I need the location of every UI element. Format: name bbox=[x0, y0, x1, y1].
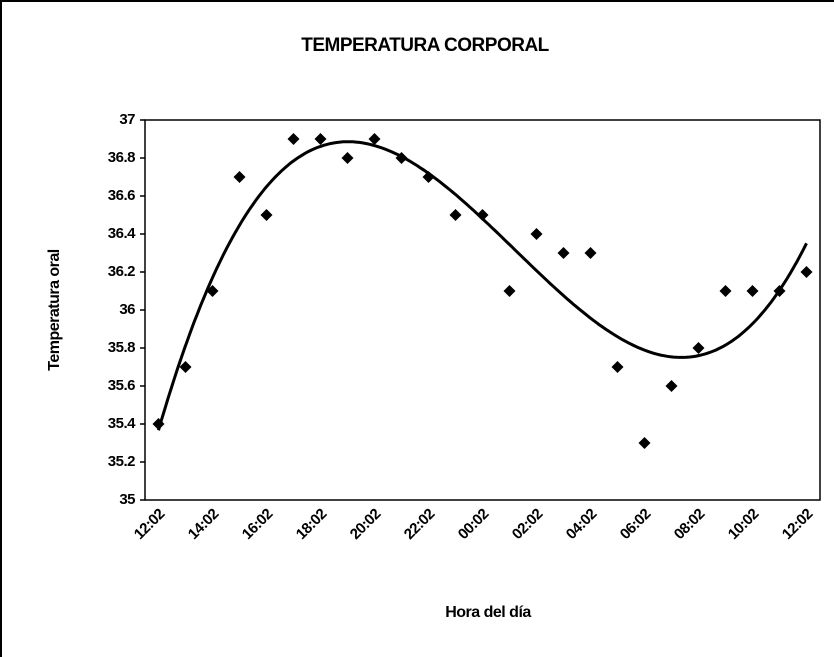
data-point bbox=[368, 133, 381, 145]
data-point bbox=[800, 266, 813, 278]
data-point bbox=[746, 285, 759, 297]
data-point bbox=[638, 437, 651, 449]
data-point bbox=[341, 152, 354, 164]
y-axis-label: Temperatura oral bbox=[46, 249, 63, 371]
y-tick-label: 35.6 bbox=[108, 377, 135, 394]
data-point bbox=[503, 285, 516, 297]
data-point bbox=[692, 342, 705, 354]
y-tick-label: 36.8 bbox=[108, 149, 135, 166]
y-tick-label: 36.4 bbox=[108, 225, 136, 242]
data-point bbox=[611, 361, 624, 373]
trend-line bbox=[157, 140, 808, 431]
x-axis-label: Hora del día bbox=[445, 604, 531, 621]
data-point bbox=[584, 247, 597, 259]
data-point bbox=[314, 133, 327, 145]
data-point bbox=[233, 171, 246, 183]
data-point bbox=[179, 361, 192, 373]
chart-title: TEMPERATURA CORPORAL bbox=[301, 35, 549, 56]
y-tick-label: 36.6 bbox=[108, 187, 135, 204]
data-point bbox=[557, 247, 570, 259]
data-point bbox=[260, 209, 273, 221]
y-tick-label: 37 bbox=[119, 111, 135, 128]
y-tick-label: 36 bbox=[119, 301, 135, 318]
y-tick-label: 35 bbox=[119, 491, 135, 508]
data-point bbox=[449, 209, 462, 221]
y-tick-label: 35.8 bbox=[108, 339, 135, 356]
data-point bbox=[476, 209, 489, 221]
y-tick-label: 36.2 bbox=[108, 263, 135, 280]
data-point bbox=[287, 133, 300, 145]
data-point bbox=[530, 228, 543, 240]
data-point bbox=[665, 380, 678, 392]
y-tick-label: 35.2 bbox=[108, 453, 135, 470]
data-point bbox=[719, 285, 732, 297]
y-tick-label: 35.4 bbox=[108, 415, 136, 432]
